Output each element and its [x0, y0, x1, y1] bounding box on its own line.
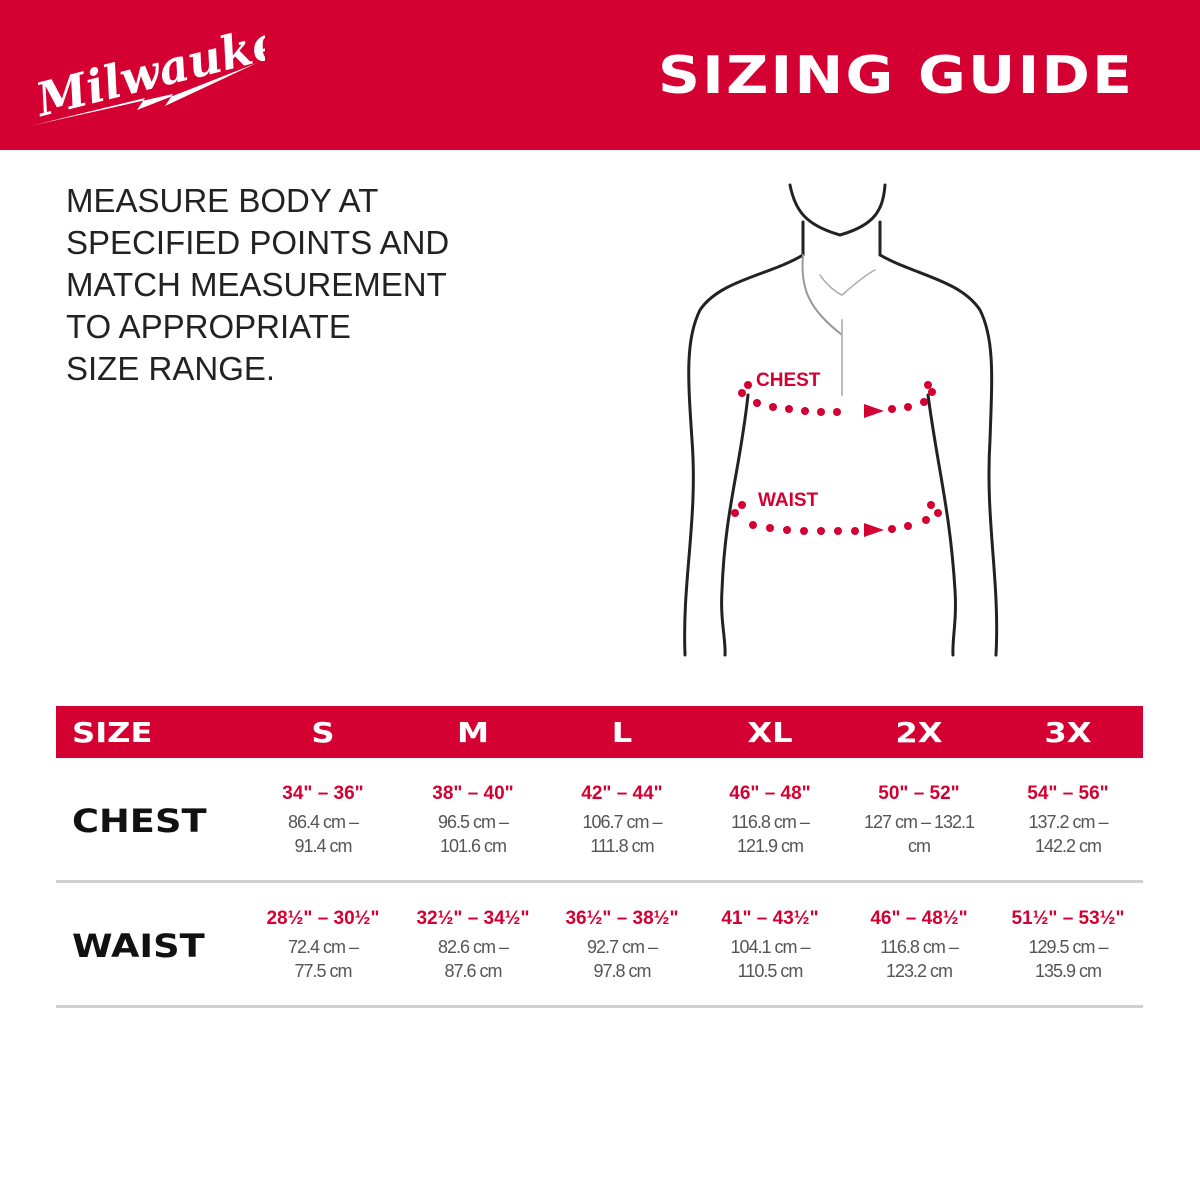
chest-label: CHEST [756, 370, 821, 391]
cm-line: 121.9 cm [736, 836, 804, 856]
cm-value: 104.1 cm – 110.5 cm [695, 935, 845, 983]
cm-value: 96.5 cm – 101.6 cm [398, 810, 548, 858]
cm-line: 123.2 cm [885, 961, 953, 981]
header-2x: 2X [895, 716, 943, 749]
cm-value: 129.5 cm – 135.9 cm [993, 935, 1143, 983]
cm-line: 129.5 cm – [1028, 937, 1108, 957]
waist-label: WAIST [758, 490, 819, 511]
cm-line: 101.6 cm [439, 836, 507, 856]
inches-value: 46" – 48½" [870, 908, 968, 929]
cm-line: 116.8 cm – [880, 937, 959, 957]
cm-line: 127 cm – 132.1 [863, 812, 975, 832]
table-cell: 38" – 40" 96.5 cm – 101.6 cm [398, 782, 548, 858]
header-xl: XL [747, 716, 793, 749]
row-label: CHEST [72, 802, 207, 840]
cm-value: 116.8 cm – 123.2 cm [844, 935, 994, 983]
header-s: S [311, 716, 335, 749]
instruction-line: MEASURE BODY AT [66, 182, 379, 219]
table-cell: 54" – 56" 137.2 cm – 142.2 cm [993, 782, 1143, 858]
size-table: SIZE S M L XL 2X 3X CHEST 34" – 36" 86.4 c… [56, 706, 1143, 1008]
header-3x: 3X [1044, 716, 1092, 749]
header-l: L [611, 716, 633, 749]
cm-line: 104.1 cm – [730, 937, 810, 957]
table-cell: 50" – 52" 127 cm – 132.1 cm [844, 782, 994, 858]
inches-value: 51½" – 53½" [1011, 908, 1125, 929]
inches-value: 46" – 48" [729, 783, 811, 804]
table-cell: 42" – 44" 106.7 cm – 111.8 cm [547, 782, 697, 858]
instruction-line: TO APPROPRIATE [66, 308, 351, 345]
cm-line: 116.8 cm – [731, 812, 810, 832]
inches-value: 38" – 40" [432, 783, 514, 804]
table-cell: 46" – 48" 116.8 cm – 121.9 cm [695, 782, 845, 858]
cm-line: 91.4 cm [294, 836, 352, 856]
table-row: CHEST 34" – 36" 86.4 cm – 91.4 cm 38" – 40" 9… [56, 758, 1143, 883]
cm-line: cm [908, 836, 931, 856]
cm-value: 127 cm – 132.1 cm [844, 810, 994, 858]
cm-value: 106.7 cm – 111.8 cm [547, 810, 697, 858]
cm-line: 111.8 cm [590, 836, 654, 856]
table-cell: 36½" – 38½" 92.7 cm – 97.8 cm [547, 907, 697, 983]
cm-line: 135.9 cm [1034, 961, 1102, 981]
cm-value: 137.2 cm – 142.2 cm [993, 810, 1143, 858]
instruction-line: SPECIFIED POINTS AND [66, 224, 450, 261]
cm-line: 87.6 cm [444, 961, 502, 981]
milwaukee-logo: Milwaukee [29, 18, 265, 127]
inches-value: 54" – 56" [1027, 783, 1109, 804]
cm-line: 82.6 cm – [437, 937, 509, 957]
cm-value: 72.4 cm – 77.5 cm [248, 935, 398, 983]
header-size: SIZE [72, 716, 153, 749]
inches-value: 32½" – 34½" [416, 908, 530, 929]
table-cell: 41" – 43½" 104.1 cm – 110.5 cm [695, 907, 845, 983]
cm-value: 92.7 cm – 97.8 cm [547, 935, 697, 983]
inches-value: 36½" – 38½" [565, 908, 679, 929]
cm-line: 72.4 cm – [287, 937, 359, 957]
torso-figure: CHEST WAIST [683, 183, 999, 657]
table-cell: 34" – 36" 86.4 cm – 91.4 cm [248, 782, 398, 858]
page-title: SIZING GUIDE [657, 46, 1134, 106]
inches-value: 28½" – 30½" [266, 908, 380, 929]
table-cell: 46" – 48½" 116.8 cm – 123.2 cm [844, 907, 994, 983]
cm-line: 106.7 cm – [582, 812, 662, 832]
cm-line: 86.4 cm – [287, 812, 359, 832]
row-label: WAIST [72, 927, 205, 965]
cm-line: 137.2 cm – [1028, 812, 1108, 832]
inches-value: 34" – 36" [282, 783, 364, 804]
cm-line: 110.5 cm [737, 961, 804, 981]
instructions: MEASURE BODY AT SPECIFIED POINTS AND MAT… [66, 180, 506, 390]
inches-value: 42" – 44" [581, 783, 663, 804]
cm-line: 142.2 cm [1034, 836, 1102, 856]
table-header: SIZE S M L XL 2X 3X [56, 706, 1143, 758]
inches-value: 41" – 43½" [721, 908, 819, 929]
instruction-line: MATCH MEASUREMENT [66, 266, 447, 303]
table-cell: 32½" – 34½" 82.6 cm – 87.6 cm [398, 907, 548, 983]
cm-value: 116.8 cm – 121.9 cm [695, 810, 845, 858]
table-row: WAIST 28½" – 30½" 72.4 cm – 77.5 cm 32½" – 3… [56, 883, 1143, 1008]
instruction-line: SIZE RANGE. [66, 350, 276, 387]
cm-value: 82.6 cm – 87.6 cm [398, 935, 548, 983]
header-m: M [456, 716, 490, 749]
svg-text:Milwaukee: Milwaukee [29, 18, 265, 127]
cm-line: 96.5 cm – [437, 812, 509, 832]
cm-line: 97.8 cm [593, 961, 651, 981]
cm-line: 77.5 cm [294, 961, 352, 981]
table-cell: 28½" – 30½" 72.4 cm – 77.5 cm [248, 907, 398, 983]
table-cell: 51½" – 53½" 129.5 cm – 135.9 cm [993, 907, 1143, 983]
cm-line: 92.7 cm – [586, 937, 658, 957]
inches-value: 50" – 52" [878, 783, 960, 804]
cm-value: 86.4 cm – 91.4 cm [248, 810, 398, 858]
header: Milwaukee SIZING GUIDE [0, 0, 1200, 150]
